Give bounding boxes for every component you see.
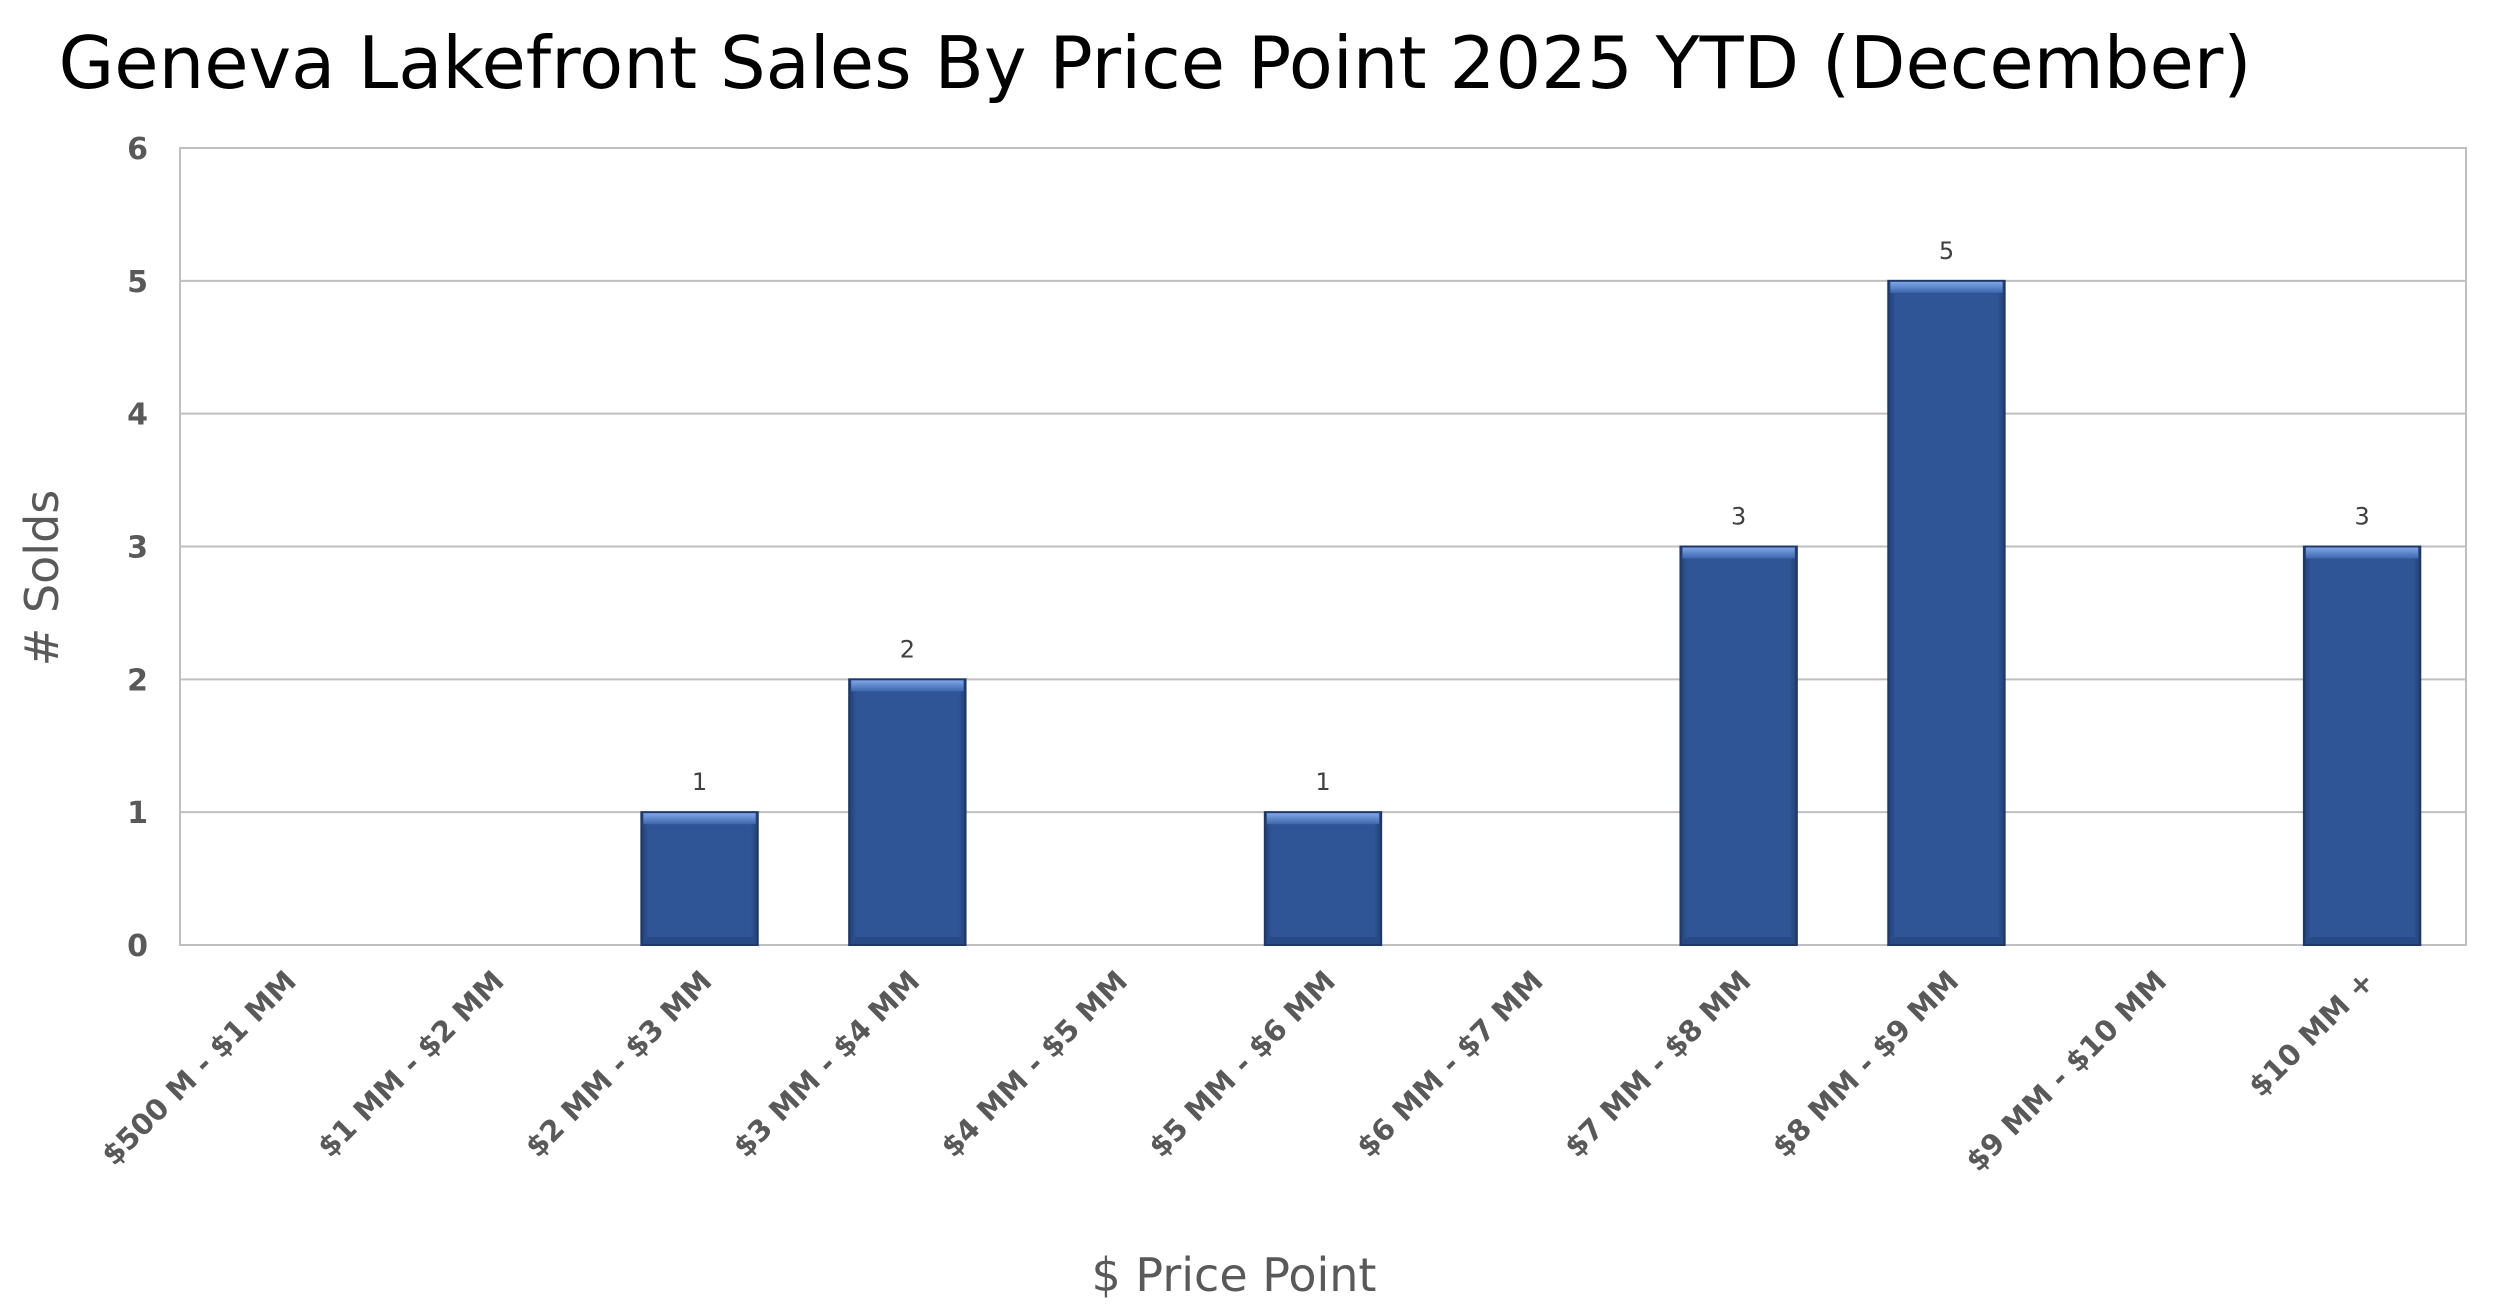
bar-highlight: [2305, 547, 2419, 559]
gridlines: [179, 147, 2467, 946]
bar: [640, 811, 759, 947]
bar-body: [1263, 811, 1383, 947]
data-label: 3: [1731, 503, 1746, 531]
y-tick-label: 5: [127, 265, 148, 300]
y-tick-label: 3: [127, 531, 148, 566]
bar-body: [640, 811, 759, 947]
bar-base-shade: [643, 937, 756, 944]
bar-body: [1679, 545, 1798, 946]
x-tick-label: $2 MM - $3 MM: [519, 964, 719, 1164]
x-tick-label: $9 MM - $10 MM: [1959, 964, 2173, 1178]
x-tick-label: $5 MM - $6 MM: [1142, 964, 1342, 1164]
y-axis-title: # Solds: [15, 490, 69, 666]
x-tick-label: $6 MM - $7 MM: [1350, 964, 1550, 1164]
x-tick-label: $4 MM - $5 MM: [934, 964, 1134, 1164]
data-label: 5: [1939, 237, 1954, 265]
chart-title: Geneva Lakefront Sales By Price Point 20…: [58, 21, 2251, 105]
x-tick-label: $3 MM - $4 MM: [727, 964, 927, 1164]
data-label: 1: [1315, 768, 1330, 796]
y-axis-ticks: 0 1 2 3 4 5 6: [127, 132, 148, 964]
bar-highlight: [851, 680, 964, 692]
bar-highlight: [643, 813, 756, 825]
bar-body: [1887, 279, 2006, 947]
y-tick-label: 1: [127, 796, 148, 831]
bar-highlight: [1890, 281, 2003, 293]
bar-base-shade: [1890, 937, 2003, 944]
x-tick-label: $500 M - $1 MM: [95, 964, 303, 1172]
bar: [1679, 545, 1798, 946]
bars: [640, 279, 2422, 947]
bar: [848, 678, 967, 946]
data-label: 1: [692, 768, 707, 796]
bar: [1887, 279, 2006, 947]
x-axis-title: $ Price Point: [1092, 1248, 1377, 1302]
bar-base-shade: [2305, 937, 2419, 944]
y-tick-label: 0: [127, 929, 148, 964]
bar-highlight: [1682, 547, 1795, 559]
bar: [2302, 545, 2422, 946]
data-label: 3: [2354, 503, 2369, 531]
bar: [1263, 811, 1383, 947]
bar-body: [2302, 545, 2422, 946]
data-labels: 1 2 1 3 5 3: [692, 237, 2370, 796]
bar-highlight: [1266, 813, 1380, 825]
x-axis-ticks: $500 M - $1 MM $1 MM - $2 MM $2 MM - $3 MM…: [95, 964, 2381, 1178]
x-tick-label: $10 MM +: [2242, 964, 2381, 1103]
data-label: 2: [900, 635, 915, 663]
y-tick-label: 4: [127, 398, 148, 433]
bar-body: [848, 678, 967, 946]
x-tick-label: $8 MM - $9 MM: [1766, 964, 1966, 1164]
y-tick-label: 6: [127, 132, 148, 167]
bar-base-shade: [1266, 937, 1380, 944]
bar-base-shade: [851, 937, 964, 944]
bar-base-shade: [1682, 937, 1795, 944]
x-tick-label: $7 MM - $8 MM: [1558, 964, 1758, 1164]
x-tick-label: $1 MM - $2 MM: [311, 964, 511, 1164]
y-tick-label: 2: [127, 663, 148, 698]
